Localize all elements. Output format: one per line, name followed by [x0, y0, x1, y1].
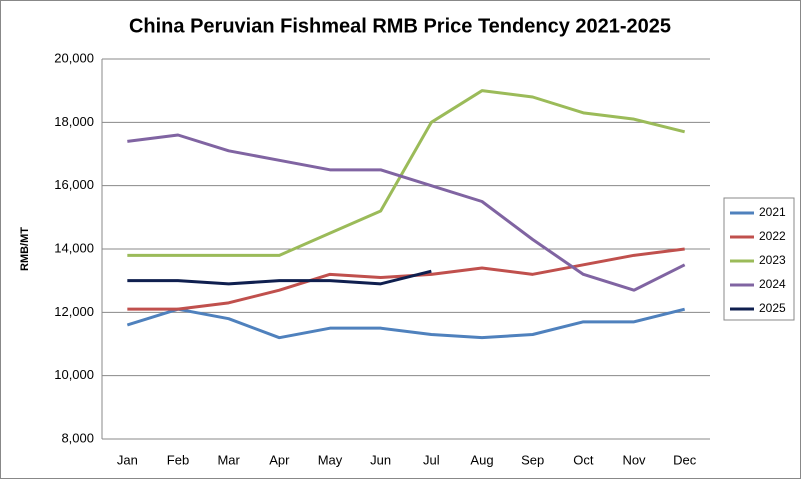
y-tick-label: 12,000	[54, 304, 94, 319]
legend-label: 2025	[759, 301, 786, 315]
legend-box	[723, 197, 795, 321]
series-line	[127, 89, 686, 257]
legend-label: 2023	[759, 253, 786, 267]
y-tick-label: 8,000	[61, 430, 94, 445]
series-line	[127, 247, 685, 311]
x-tick-label: Mar	[217, 452, 240, 467]
x-tick-label: Sep	[521, 452, 544, 467]
y-tick-label: 10,000	[54, 367, 94, 382]
x-tick-label: Nov	[622, 452, 646, 467]
series-line	[127, 133, 686, 292]
y-tick-label: 20,000	[54, 50, 94, 65]
y-axis-label: RMB/MT	[19, 227, 31, 271]
x-tick-label: Oct	[573, 452, 594, 467]
x-tick-label: Jun	[370, 452, 391, 467]
x-tick-label: Apr	[269, 452, 290, 467]
series-line	[126, 307, 686, 340]
y-tick-label: 18,000	[54, 114, 94, 129]
x-tick-label: Dec	[673, 452, 697, 467]
x-tick-label: Jan	[117, 452, 138, 467]
y-tick-label: 14,000	[54, 240, 94, 255]
legend-label: 2022	[759, 229, 786, 243]
x-tick-label: Aug	[470, 452, 493, 467]
y-tick-label: 16,000	[54, 177, 94, 192]
legend-label: 2024	[759, 277, 786, 291]
x-tick-label: May	[318, 452, 343, 467]
x-tick-label: Jul	[423, 452, 440, 467]
x-tick-label: Feb	[167, 452, 189, 467]
series-line	[127, 269, 432, 286]
chart-title: China Peruvian Fishmeal RMB Price Tenden…	[129, 15, 671, 37]
legend-label: 2021	[759, 205, 786, 219]
